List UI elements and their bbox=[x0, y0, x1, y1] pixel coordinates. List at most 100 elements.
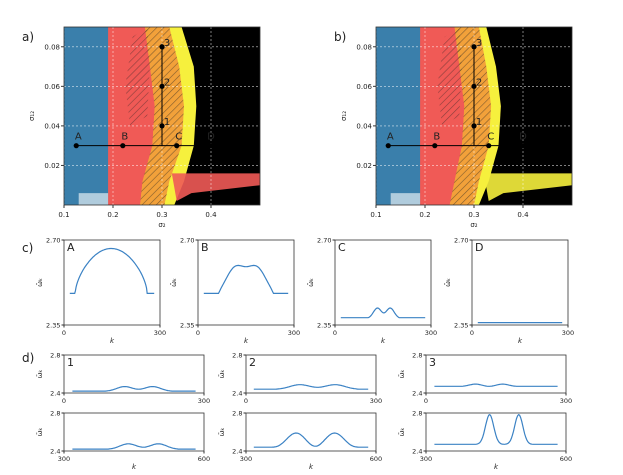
line-chart-d3bot: 300 600 2.4 2.8 k ω̄ₖ bbox=[398, 410, 572, 472]
point-B bbox=[120, 143, 126, 149]
x-tick-label: 300 bbox=[370, 397, 382, 405]
x-tick-label: 0 bbox=[62, 329, 66, 337]
y-tick-label: 2.8 bbox=[232, 410, 242, 418]
y-axis-label: ω̄ₖ bbox=[36, 278, 44, 287]
charts-group: 0.1 0.2 0.3 0.4 0.02 0.04 0.06 0.08 σ₂ σ₁₂ A B C D 1 2 3… bbox=[28, 26, 574, 472]
y-axis-label: ω̄ₖ bbox=[218, 428, 226, 437]
x-tick-label: 300 bbox=[198, 397, 210, 405]
x-tick-label: 300 bbox=[562, 329, 574, 337]
y-tick-label: 2.8 bbox=[412, 352, 422, 360]
x-axis-label: k bbox=[381, 337, 386, 345]
y-axis-label: ω̄ₖ bbox=[218, 370, 226, 379]
point-D bbox=[520, 143, 526, 149]
x-tick-label: 300 bbox=[288, 329, 300, 337]
line-chart-d1bot: 300 600 2.4 2.8 k ω̄ₖ bbox=[36, 410, 210, 472]
y-axis-label: ω̄ₖ bbox=[398, 428, 406, 437]
x-tick-label: 300 bbox=[560, 397, 572, 405]
x-tick-label: 0 bbox=[470, 329, 474, 337]
point-3 bbox=[159, 44, 165, 50]
axes-frame bbox=[245, 354, 377, 394]
region-red-hatch bbox=[437, 27, 462, 126]
x-tick-label: 300 bbox=[240, 455, 252, 463]
x-tick-label: 0 bbox=[62, 397, 66, 405]
y-tick-label: 2.70 bbox=[454, 237, 468, 245]
panel-label-a: a) bbox=[22, 30, 34, 44]
y-tick-label: 2.8 bbox=[50, 410, 60, 418]
point-label-B: B bbox=[121, 132, 128, 143]
line-chart-cD: 0 300 2.35 2.70 k ω̄ₖ D bbox=[444, 237, 574, 346]
heatmap-b: 0.1 0.2 0.3 0.4 0.02 0.04 0.06 0.08 σ₂ σ₁₂ A B C D 1 2 3 bbox=[340, 26, 573, 229]
chart-corner-label: 1 bbox=[67, 356, 74, 369]
x-tick-label: 300 bbox=[58, 455, 70, 463]
panel-label-c: c) bbox=[22, 241, 33, 255]
axes-frame bbox=[197, 239, 295, 326]
y-tick-label: 0.04 bbox=[44, 122, 60, 130]
series-line-2b bbox=[253, 432, 369, 448]
x-axis-label: k bbox=[494, 463, 499, 471]
x-tick-label: 600 bbox=[198, 455, 210, 463]
series-line-3b bbox=[434, 413, 558, 445]
axes-frame bbox=[63, 354, 205, 394]
line-chart-d2top: 0 300 2.4 2.8 ω̄ₖ 2 bbox=[218, 352, 382, 406]
region-white-specks bbox=[390, 193, 421, 205]
region-blue bbox=[64, 27, 109, 205]
point-label-C: C bbox=[487, 132, 494, 143]
point-1 bbox=[471, 123, 477, 129]
heatmap-body-a bbox=[64, 27, 260, 205]
series-line-2a bbox=[253, 384, 369, 390]
x-tick-label: 0 bbox=[244, 397, 248, 405]
y-tick-label: 2.4 bbox=[412, 448, 422, 456]
axes-frame bbox=[334, 239, 432, 326]
x-tick-label: 0.4 bbox=[517, 211, 529, 219]
point-label-1: 1 bbox=[164, 117, 170, 128]
y-tick-label: 2.4 bbox=[232, 390, 242, 398]
x-tick-label: 0 bbox=[424, 397, 428, 405]
axes-frame bbox=[425, 412, 567, 452]
heatmap-a: 0.1 0.2 0.3 0.4 0.02 0.04 0.06 0.08 σ₂ σ₁₂ A B C D 1 2 3 bbox=[28, 26, 261, 229]
y-tick-label: 2.35 bbox=[317, 322, 331, 330]
y-tick-label: 2.4 bbox=[232, 448, 242, 456]
point-label-3: 3 bbox=[476, 38, 482, 49]
x-tick-label: 0 bbox=[333, 329, 337, 337]
chart-corner-label: D bbox=[475, 241, 483, 254]
y-tick-label: 0.06 bbox=[356, 83, 372, 91]
x-tick-label: 0.2 bbox=[107, 211, 118, 219]
point-2 bbox=[471, 83, 477, 89]
y-tick-label: 0.08 bbox=[44, 43, 60, 51]
y-tick-label: 2.70 bbox=[317, 237, 331, 245]
y-axis-label: σ₁₂ bbox=[28, 111, 36, 121]
panel-label-d: d) bbox=[22, 351, 34, 365]
axes-frame bbox=[425, 354, 567, 394]
line-chart-d2bot: 300 600 2.4 2.8 k ω̄ₖ bbox=[218, 410, 382, 472]
y-axis-label: ω̄ₖ bbox=[444, 278, 452, 287]
axes-frame bbox=[63, 239, 161, 326]
point-label-B: B bbox=[433, 132, 440, 143]
chart-corner-label: A bbox=[67, 241, 75, 254]
y-tick-label: 2.70 bbox=[180, 237, 194, 245]
point-2 bbox=[159, 83, 165, 89]
series-line-3a bbox=[434, 383, 558, 387]
y-axis-label: σ₁₂ bbox=[340, 111, 348, 121]
x-tick-label: 0.4 bbox=[205, 211, 217, 219]
region-tail bbox=[171, 173, 260, 201]
x-axis-label: k bbox=[518, 337, 523, 345]
chart-corner-label: 2 bbox=[249, 356, 256, 369]
series-line-A bbox=[69, 247, 155, 294]
point-D bbox=[208, 143, 214, 149]
y-tick-label: 2.35 bbox=[180, 322, 194, 330]
line-chart-cC: 0 300 2.35 2.70 k ω̄ₖ C bbox=[307, 237, 437, 346]
region-tail bbox=[483, 173, 572, 201]
region-blue bbox=[376, 27, 421, 205]
x-axis-label: σ₂ bbox=[470, 221, 477, 229]
panel-label-b: b) bbox=[334, 30, 346, 44]
point-3 bbox=[471, 44, 477, 50]
y-axis-label: ω̄ₖ bbox=[398, 370, 406, 379]
point-B bbox=[432, 143, 438, 149]
line-chart-cA: 0 300 2.35 2.70 k ω̄ₖ A bbox=[36, 237, 166, 346]
point-label-C: C bbox=[175, 132, 182, 143]
line-chart-cB: 0 300 2.35 2.70 k ω̄ₖ B bbox=[170, 237, 300, 346]
x-tick-label: 300 bbox=[154, 329, 166, 337]
x-tick-label: 300 bbox=[425, 329, 437, 337]
y-axis-label: ω̄ₖ bbox=[170, 278, 178, 287]
series-line-B bbox=[203, 264, 289, 294]
